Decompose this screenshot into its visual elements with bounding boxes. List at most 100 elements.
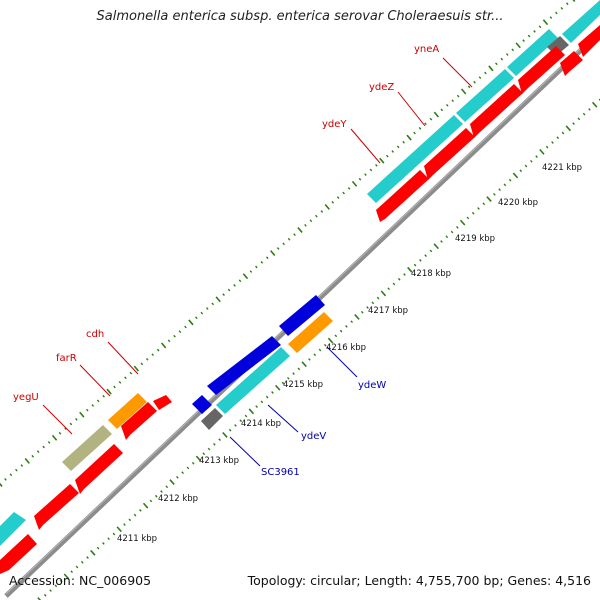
outer-tick (238, 279, 242, 283)
ruler-label-4216: 4216 kbp (326, 343, 366, 353)
ruler-tick (419, 259, 422, 262)
outer-tick (324, 203, 330, 210)
ruler-tick (582, 112, 586, 116)
gene-feature-red (560, 51, 583, 76)
gene-feature-red (578, 25, 600, 57)
ruler-tick (142, 502, 149, 509)
gene-feature-cyan (0, 512, 26, 546)
outer-tick (505, 53, 509, 56)
outer-tick (249, 270, 253, 273)
outer-tick (287, 237, 291, 241)
outer-tick (309, 219, 313, 223)
genome-summary-label: Topology: circular; Length: 4,755,700 bp… (247, 573, 591, 588)
ruler-tick (37, 597, 42, 600)
gene-feature-gray-SC3961 (201, 408, 223, 430)
outer-tick (451, 99, 455, 103)
outer-tick (538, 25, 542, 29)
gene-feature-cyan (367, 115, 463, 203)
gene-feature-red (470, 84, 523, 138)
ruler-tick (407, 266, 413, 273)
gene-label-yneA: yneA (414, 44, 439, 55)
ruler-tick (313, 353, 317, 357)
ruler-tick (345, 325, 348, 328)
leader-line-cdh (107, 341, 139, 375)
ruler-tick (577, 117, 581, 121)
outer-tick (133, 365, 140, 372)
ruler-tick (371, 301, 375, 305)
gene-label-cdh: cdh (86, 329, 104, 340)
outer-tick (406, 134, 412, 141)
outer-tick (205, 307, 209, 310)
outer-tick (418, 127, 422, 130)
ruler-tick (539, 148, 545, 155)
outer-tick (560, 6, 564, 10)
ruler-tick (43, 593, 47, 597)
ruler-label-4217: 4217 kbp (368, 306, 408, 316)
leader-line-yegU (42, 404, 73, 435)
accession-label: Accession: NC_006905 (9, 573, 152, 588)
outer-tick (31, 454, 35, 458)
outer-tick (495, 62, 498, 66)
leader-line-SC3961 (229, 436, 261, 467)
ruler-tick (445, 235, 449, 239)
ruler-tick (207, 447, 211, 451)
ruler-label-4214: 4214 kbp (241, 419, 281, 429)
outer-tick (75, 417, 78, 421)
leader-line-farR (79, 364, 111, 397)
ruler-tick (380, 290, 387, 297)
ruler-tick (195, 455, 202, 462)
ruler-tick (275, 384, 281, 391)
ruler-tick (160, 490, 163, 493)
ruler-tick (450, 230, 454, 234)
ruler-tick (63, 573, 70, 580)
outer-tick (255, 265, 258, 269)
ruler-tick (234, 424, 237, 427)
outer-tick (424, 122, 427, 126)
outer-tick (51, 434, 58, 441)
ruler-tick (213, 442, 216, 446)
gene-feature-cyan (562, 0, 600, 43)
ruler-label-4215: 4215 kbp (283, 380, 323, 390)
outer-tick (160, 342, 167, 349)
ruler-tick (102, 542, 105, 545)
ruler-tick (112, 532, 116, 536)
ruler-tick (186, 466, 190, 470)
outer-tick (522, 39, 525, 43)
gene-feature-cyan (507, 29, 558, 76)
outer-tick (173, 334, 176, 338)
outer-tick (265, 256, 269, 260)
outer-tick (364, 173, 367, 176)
outer-tick (456, 94, 460, 98)
outer-tick (375, 163, 378, 167)
outer-tick (385, 154, 389, 158)
ruler-tick (440, 240, 443, 243)
ruler-tick (376, 296, 380, 300)
gene-label-yegU: yegU (13, 392, 39, 403)
ruler-tick (169, 479, 175, 485)
outer-tick (440, 108, 444, 112)
gene-feature-orange-cdh (108, 393, 147, 429)
outer-tick (85, 408, 89, 412)
outer-tick (118, 381, 122, 384)
ruler-label-4212: 4212 kbp (158, 494, 198, 504)
ruler-tick (350, 320, 354, 324)
outer-tick (156, 348, 160, 352)
ruler-tick (80, 560, 84, 564)
outer-tick (369, 168, 373, 172)
gene-feature-red (376, 170, 429, 222)
ruler-tick (255, 405, 258, 408)
ruler-tick (281, 381, 285, 385)
outer-tick (320, 210, 324, 213)
ruler-tick (133, 513, 137, 517)
ruler-tick (248, 408, 255, 415)
ruler-tick (75, 565, 79, 569)
outer-tick (542, 19, 549, 26)
outer-tick (500, 57, 504, 61)
ruler-tick (471, 211, 475, 215)
ruler-tick (218, 438, 221, 441)
ruler-tick (154, 494, 158, 498)
ruler-tick (545, 145, 549, 149)
ruler-tick (598, 98, 600, 102)
outer-tick (336, 196, 340, 200)
ruler-tick (292, 372, 295, 375)
